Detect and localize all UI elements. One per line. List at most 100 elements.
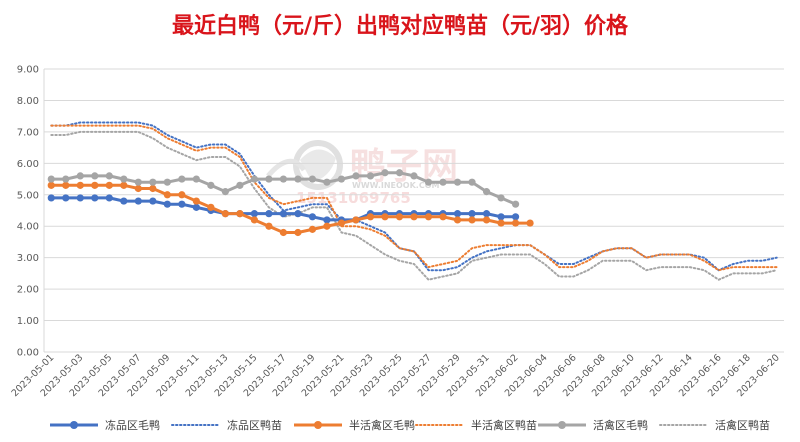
data-point	[250, 210, 258, 218]
y-tick-label: 9.00	[17, 65, 39, 76]
data-point	[366, 213, 375, 221]
y-axis: 0.00 1.00 2.00 3.00 4.00 5.00 6.00 7.00 8.00 9.00	[17, 65, 39, 359]
data-point	[497, 213, 505, 221]
data-point	[294, 175, 302, 183]
data-point	[352, 172, 360, 180]
y-tick-label: 7.00	[17, 127, 39, 138]
data-point	[207, 181, 215, 189]
data-point	[62, 181, 70, 189]
data-point	[192, 197, 200, 205]
data-point	[497, 194, 505, 202]
data-point	[120, 197, 128, 205]
data-point	[308, 213, 317, 221]
data-point	[323, 216, 331, 224]
data-point	[265, 222, 273, 230]
legend-item: 冻品区鸭苗	[171, 418, 282, 432]
data-point	[91, 172, 99, 180]
data-point	[207, 203, 215, 211]
grid	[43, 68, 784, 353]
watermark-brand: 鸭子网	[350, 146, 458, 187]
data-point	[279, 175, 288, 183]
data-point	[279, 228, 288, 237]
data-point	[468, 178, 476, 186]
data-point	[482, 216, 491, 224]
legend-label: 半活禽区毛鸭	[349, 418, 415, 432]
legend-label: 半活禽区鸭苗	[471, 418, 537, 432]
data-point	[149, 184, 157, 193]
data-point	[410, 172, 418, 180]
watermark-phone: 15131069765	[296, 189, 411, 207]
series-5	[47, 169, 520, 208]
data-point	[497, 219, 505, 227]
data-point	[337, 219, 346, 227]
data-point	[105, 172, 113, 180]
x-axis: 2023-05-012023-05-032023-05-052023-05-07…	[10, 352, 782, 399]
data-point	[163, 200, 171, 208]
data-point	[352, 216, 360, 224]
data-point	[323, 178, 331, 186]
data-point	[192, 203, 200, 211]
data-point	[453, 216, 462, 224]
data-point	[134, 184, 142, 193]
legend-item: 半活禽区鸭苗	[415, 418, 537, 432]
data-point	[381, 213, 389, 221]
y-tick-label: 4.00	[17, 222, 39, 233]
data-point	[221, 188, 229, 196]
data-point	[149, 197, 157, 205]
watermark-url: WWW.INEOOK.COM	[352, 181, 440, 190]
data-point	[294, 228, 302, 237]
series-line	[50, 121, 778, 272]
data-point	[410, 213, 418, 221]
legend-item: 活禽区鸭苗	[659, 418, 770, 432]
y-tick-label: 3.00	[17, 253, 39, 264]
y-tick-label: 0.00	[17, 348, 39, 359]
data-point	[265, 175, 273, 183]
data-point	[323, 222, 331, 230]
legend-item: 冻品区毛鸭	[50, 418, 160, 432]
data-point	[134, 178, 142, 186]
data-point	[120, 181, 128, 189]
data-point	[468, 216, 476, 224]
legend-label: 活禽区鸭苗	[715, 418, 770, 432]
data-point	[308, 225, 317, 233]
legend-marker	[558, 421, 566, 429]
data-point	[424, 178, 433, 186]
legend-label: 活禽区毛鸭	[593, 418, 648, 432]
data-point	[308, 175, 317, 183]
series-6	[50, 130, 778, 281]
data-point	[526, 219, 534, 227]
data-point	[511, 219, 520, 227]
data-point	[395, 213, 404, 221]
series-line	[50, 124, 778, 272]
legend-label: 冻品区鸭苗	[227, 418, 282, 432]
data-point	[62, 194, 70, 202]
data-point	[511, 200, 520, 208]
data-point	[76, 181, 84, 189]
data-point	[178, 200, 186, 208]
data-point	[105, 181, 113, 189]
y-tick-label: 1.00	[17, 316, 39, 327]
data-point	[439, 213, 447, 221]
data-point	[265, 210, 273, 218]
series-line	[50, 130, 778, 281]
data-point	[250, 175, 258, 183]
data-point	[47, 175, 55, 183]
data-point	[381, 169, 389, 177]
chart-title: 最近白鸭（元/斤）出鸭对应鸭苗（元/羽）价格	[171, 14, 629, 39]
legend-label: 冻品区毛鸭	[105, 418, 160, 432]
legend-item: 半活禽区毛鸭	[294, 418, 415, 432]
data-point	[105, 194, 113, 202]
series-layer	[47, 121, 778, 281]
data-point	[178, 191, 186, 199]
data-point	[163, 178, 171, 186]
data-point	[163, 191, 171, 199]
data-point	[511, 213, 520, 221]
watermark: 鸭子网 WWW.INEOOK.COM 15131069765	[266, 140, 458, 207]
data-point	[366, 172, 375, 180]
data-point	[453, 178, 462, 186]
data-point	[120, 175, 128, 183]
data-point	[482, 210, 491, 218]
data-point	[76, 194, 84, 202]
